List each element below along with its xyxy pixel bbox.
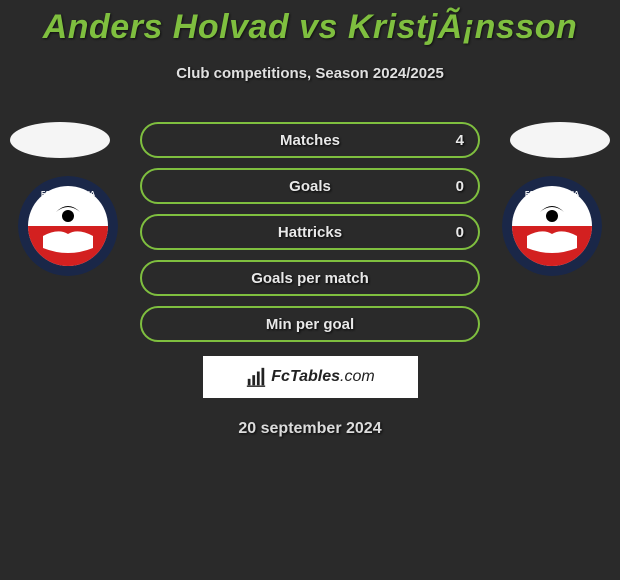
stat-bars: Matches 4 Goals 0 Hattricks 0 Goals per … <box>140 122 480 342</box>
page-title: Anders Holvad vs KristjÃ¡nsson <box>0 0 620 47</box>
crest-icon: FC FREDERICIA <box>502 176 602 276</box>
subtitle: Club competitions, Season 2024/2025 <box>0 65 620 82</box>
stat-bar-min-per-goal: Min per goal <box>140 306 480 342</box>
country-flag-right <box>510 122 610 158</box>
stat-value: 4 <box>456 124 464 156</box>
stat-label: Goals <box>142 170 478 202</box>
brand-suffix: .com <box>340 368 375 385</box>
stat-bar-goals-per-match: Goals per match <box>140 260 480 296</box>
stat-label: Min per goal <box>142 308 478 340</box>
stat-value: 0 <box>456 216 464 248</box>
stat-label: Goals per match <box>142 262 478 294</box>
bar-chart-icon <box>245 366 267 388</box>
club-crest-left: FC FREDERICIA <box>18 176 118 276</box>
stat-label: Matches <box>142 124 478 156</box>
stat-label: Hattricks <box>142 216 478 248</box>
country-flag-left <box>10 122 110 158</box>
stat-bar-goals: Goals 0 <box>140 168 480 204</box>
brand-name: FcTables <box>271 368 340 385</box>
stat-value: 0 <box>456 170 464 202</box>
stat-bar-matches: Matches 4 <box>140 122 480 158</box>
comparison-area: FC FREDERICIA FC FREDERICIA Matches 4 Go… <box>0 122 620 438</box>
crest-text-left: FC FREDERICIA <box>41 191 95 198</box>
date-text: 20 september 2024 <box>0 420 620 438</box>
brand-text: FcTables.com <box>271 368 374 386</box>
crest-text-right: FC FREDERICIA <box>525 191 579 198</box>
club-crest-right: FC FREDERICIA <box>502 176 602 276</box>
brand-box[interactable]: FcTables.com <box>203 356 418 398</box>
stat-bar-hattricks: Hattricks 0 <box>140 214 480 250</box>
crest-icon: FC FREDERICIA <box>18 176 118 276</box>
